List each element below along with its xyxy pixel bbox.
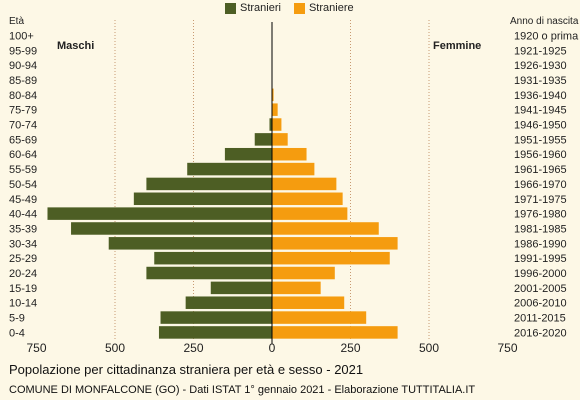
birth-year-label: 1926-1930 — [514, 60, 567, 72]
bar-male — [133, 192, 272, 206]
bar-male — [154, 251, 272, 265]
legend-item-female: Straniere — [293, 2, 354, 14]
age-label: 100+ — [9, 30, 34, 42]
bar-male — [47, 207, 272, 220]
birth-year-label: 1991-1995 — [514, 253, 567, 265]
age-label: 40-44 — [9, 209, 37, 221]
birth-year-label: 1951-1955 — [514, 134, 567, 146]
age-label: 50-54 — [9, 179, 37, 191]
bar-male — [210, 281, 272, 295]
bar-female — [272, 281, 321, 295]
bar-female — [272, 177, 337, 191]
birth-year-label: 1931-1935 — [514, 75, 567, 87]
age-label: 15-19 — [9, 283, 37, 295]
bar-female — [272, 326, 398, 339]
bar-female — [272, 147, 307, 161]
birth-year-label: 1961-1965 — [514, 164, 567, 176]
birth-year-label: 1920 o prima — [514, 30, 579, 42]
bar-female — [272, 192, 343, 206]
birth-year-label: 1936-1940 — [514, 90, 567, 102]
bar-female — [272, 222, 379, 235]
birth-year-label: 1971-1975 — [514, 194, 567, 206]
bar-female — [272, 118, 282, 131]
bar-male — [146, 266, 272, 280]
age-label: 0-4 — [9, 327, 25, 339]
bar-male — [158, 326, 272, 339]
bar-male — [146, 177, 272, 191]
bar-male — [224, 147, 272, 161]
bar-female — [272, 207, 348, 220]
age-column-header: Età — [9, 16, 25, 27]
legend: Stranieri Straniere — [225, 1, 367, 15]
birth-year-label: 1941-1945 — [514, 105, 567, 117]
birth-year-label: 1921-1925 — [514, 45, 567, 57]
bar-female — [272, 296, 345, 309]
bar-female — [272, 266, 335, 280]
birth-year-label: 1956-1960 — [514, 149, 567, 161]
bar-female — [272, 311, 367, 324]
x-tick-label: 250 — [183, 341, 203, 355]
bar-male — [269, 118, 272, 131]
x-tick-label: 250 — [340, 341, 360, 355]
age-label: 35-39 — [9, 223, 37, 235]
bar-female — [272, 133, 288, 146]
birth-year-label: 2016-2020 — [514, 327, 567, 339]
birth-year-label: 2011-2015 — [514, 313, 566, 325]
age-label: 10-14 — [9, 298, 37, 310]
bar-male — [187, 162, 272, 176]
age-label: 80-84 — [9, 90, 37, 102]
birth-year-label: 1981-1985 — [514, 223, 567, 235]
age-label: 90-94 — [9, 60, 37, 72]
bar-female — [272, 162, 315, 176]
age-label: 60-64 — [9, 149, 37, 161]
bar-male — [71, 222, 272, 235]
bar-male — [185, 296, 272, 309]
males-label: Maschi — [57, 40, 95, 52]
age-label: 45-49 — [9, 194, 37, 206]
bar-male — [108, 237, 272, 250]
birth-year-label: 1946-1950 — [514, 120, 567, 132]
birth-year-label: 1966-1970 — [514, 179, 567, 191]
age-label: 30-34 — [9, 238, 37, 250]
age-label: 70-74 — [9, 120, 37, 132]
birth-year-label: 1996-2000 — [514, 268, 567, 280]
x-tick-label: 500 — [419, 341, 439, 355]
age-label: 95-99 — [9, 45, 37, 57]
chart-title: Popolazione per cittadinanza straniera p… — [9, 362, 364, 377]
age-label: 65-69 — [9, 134, 37, 146]
bar-male — [254, 133, 272, 146]
birth-year-column-header: Anno di nascita — [510, 16, 579, 27]
legend-item-male: Stranieri — [225, 2, 281, 14]
birth-year-label: 1976-1980 — [514, 209, 567, 221]
bar-female — [272, 103, 278, 116]
legend-label-female: Straniere — [308, 2, 354, 14]
x-tick-label: 750 — [26, 341, 46, 355]
chart-source: COMUNE DI MONFALCONE (GO) - Dati ISTAT 1… — [9, 384, 476, 396]
x-tick-label: 0 — [269, 341, 276, 355]
age-label: 75-79 — [9, 105, 37, 117]
legend-label-male: Stranieri — [240, 2, 281, 14]
birth-year-label: 1986-1990 — [514, 238, 567, 250]
x-tick-label: 750 — [497, 341, 517, 355]
birth-year-label: 2001-2005 — [514, 283, 567, 295]
legend-swatch-male — [225, 2, 236, 14]
age-label: 5-9 — [9, 313, 25, 325]
legend-swatch-female — [293, 2, 305, 14]
x-tick-label: 500 — [105, 341, 125, 355]
age-label: 55-59 — [9, 164, 37, 176]
age-label: 20-24 — [9, 268, 37, 280]
females-label: Femmine — [433, 40, 482, 52]
bar-male — [160, 311, 272, 324]
bar-female — [272, 88, 274, 102]
age-label: 25-29 — [9, 253, 37, 265]
birth-year-label: 2006-2010 — [514, 298, 567, 310]
bar-female — [272, 237, 398, 250]
age-label: 85-89 — [9, 75, 37, 87]
bar-female — [272, 251, 390, 265]
